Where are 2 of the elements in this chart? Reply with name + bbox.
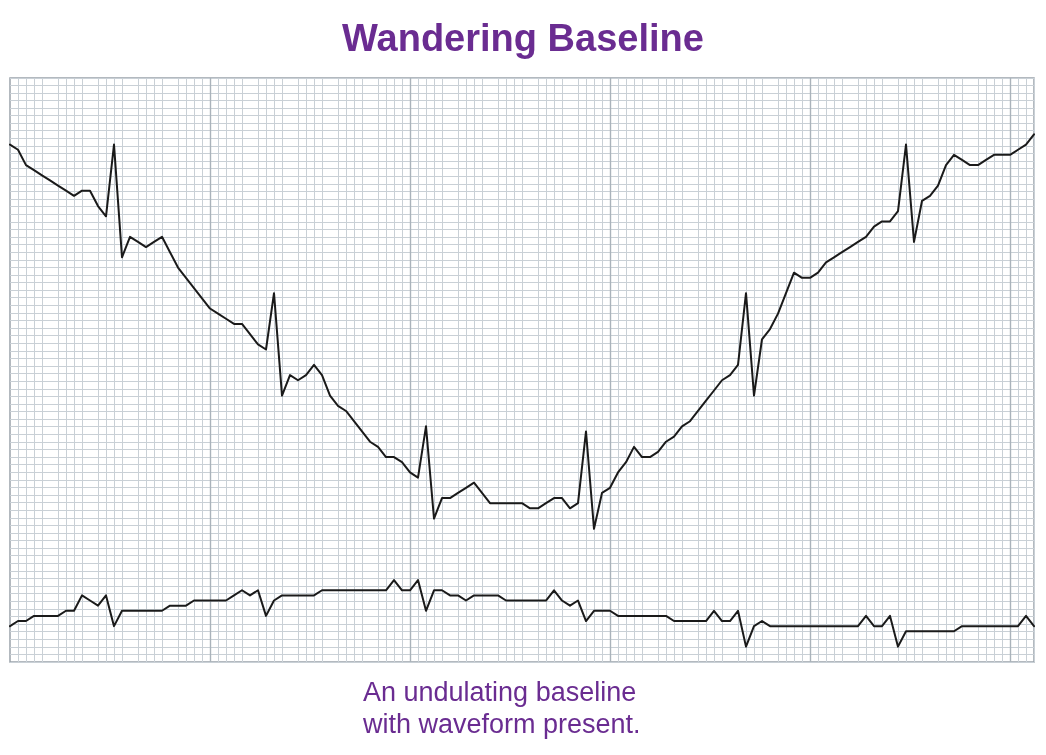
text: An undulating baseline with waveform present. bbox=[362, 677, 644, 739]
chart-title: Wandering Baseline bbox=[342, 17, 704, 59]
